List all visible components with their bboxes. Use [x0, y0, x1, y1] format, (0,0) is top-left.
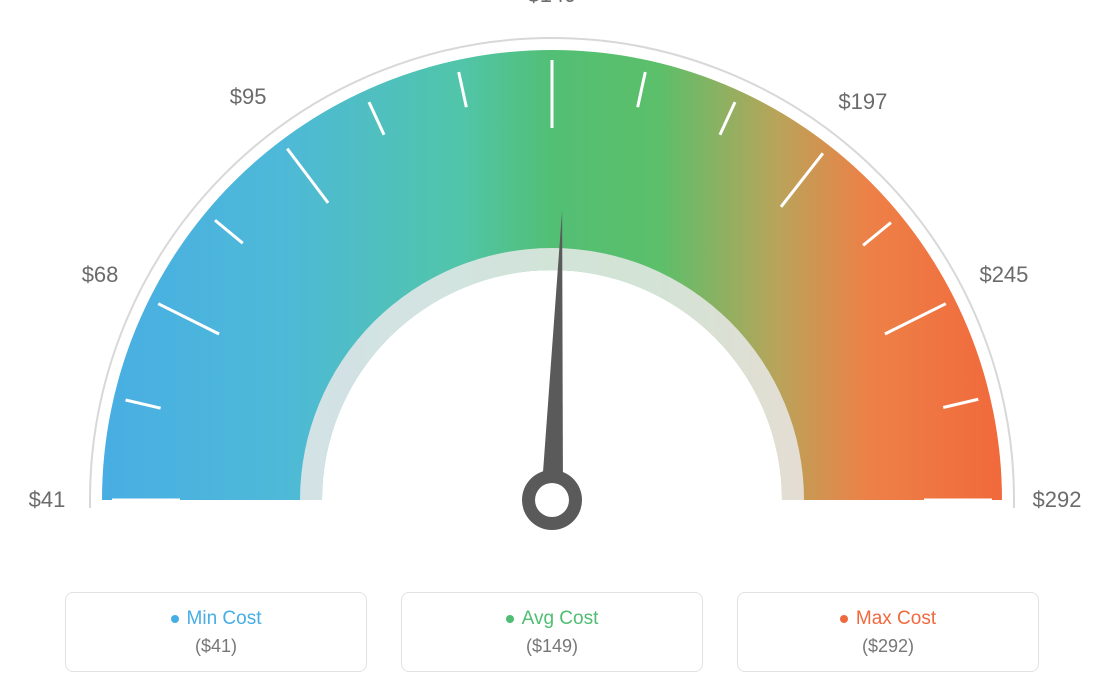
- legend-card-max: Max Cost ($292): [737, 592, 1039, 672]
- gauge-tick-label: $41: [29, 487, 66, 513]
- gauge-tick-label: $68: [82, 262, 119, 288]
- gauge-svg: [0, 0, 1104, 560]
- legend-label-max: Max Cost: [856, 608, 936, 630]
- legend-value-avg: ($149): [526, 636, 578, 657]
- legend-label-avg: Avg Cost: [522, 608, 599, 630]
- legend-title-min: Min Cost: [171, 608, 262, 630]
- gauge-area: $41 $68 $95 $149 $197 $245 $292: [0, 0, 1104, 560]
- legend-value-min: ($41): [195, 636, 237, 657]
- gauge-tick-label: $149: [528, 0, 577, 8]
- legend-label-min: Min Cost: [187, 608, 262, 630]
- legend-row: Min Cost ($41) Avg Cost ($149) Max Cost …: [0, 592, 1104, 672]
- legend-card-avg: Avg Cost ($149): [401, 592, 703, 672]
- gauge-tick-label: $245: [979, 262, 1028, 288]
- legend-title-max: Max Cost: [840, 608, 936, 630]
- gauge-tick-label: $292: [1033, 487, 1082, 513]
- dot-icon: [506, 615, 514, 623]
- gauge-tick-label: $197: [838, 89, 887, 115]
- dot-icon: [171, 615, 179, 623]
- legend-card-min: Min Cost ($41): [65, 592, 367, 672]
- legend-value-max: ($292): [862, 636, 914, 657]
- gauge-tick-label: $95: [230, 84, 267, 110]
- cost-gauge-chart: $41 $68 $95 $149 $197 $245 $292 Min Cost ($41)…: [0, 0, 1104, 690]
- legend-title-avg: Avg Cost: [506, 608, 599, 630]
- dot-icon: [840, 615, 848, 623]
